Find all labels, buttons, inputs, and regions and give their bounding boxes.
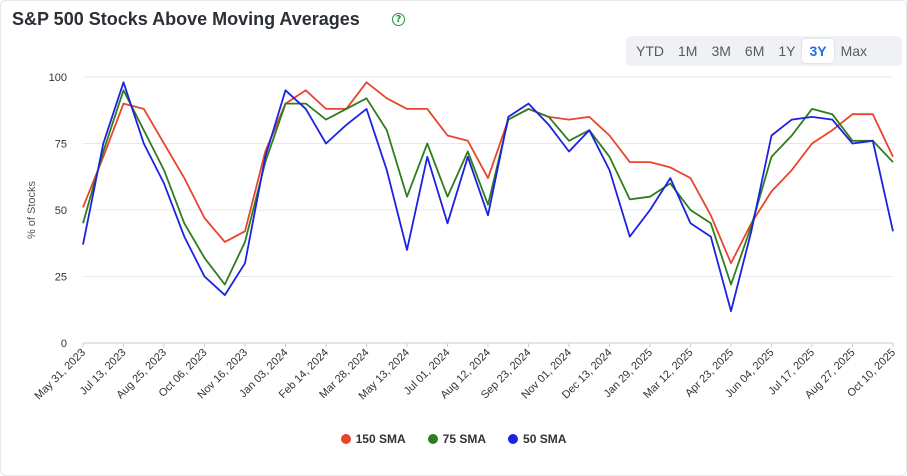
legend-item-50-sma[interactable]: 50 SMA xyxy=(508,432,566,446)
help-icon[interactable]: ? xyxy=(392,13,405,26)
series-150-sma xyxy=(82,81,894,265)
range-button-1m[interactable]: 1M xyxy=(678,43,698,59)
legend-swatch xyxy=(508,434,519,444)
legend-label: 50 SMA xyxy=(523,432,567,446)
legend-swatch xyxy=(427,434,438,444)
legend: 150 SMA 75 SMA 50 SMA xyxy=(0,432,907,446)
legend-label: 150 SMA xyxy=(355,432,406,446)
y-tick-label: 25 xyxy=(55,272,67,284)
series-75-sma xyxy=(82,89,894,286)
range-button-6m[interactable]: 6M xyxy=(744,43,765,59)
y-tick-label: 100 xyxy=(49,72,67,84)
series-50-sma xyxy=(82,81,894,313)
legend-item-75-sma[interactable]: 75 SMA xyxy=(427,432,487,446)
y-tick-label: 0 xyxy=(61,338,67,350)
series-line[interactable] xyxy=(82,81,894,265)
legend-item-150-sma[interactable]: 150 SMA xyxy=(340,432,406,446)
range-button-3m[interactable]: 3M xyxy=(711,43,731,59)
series-line[interactable] xyxy=(82,89,894,286)
chart-title: S&P 500 Stocks Above Moving Averages xyxy=(12,9,360,29)
range-button-ytd[interactable]: YTD xyxy=(636,43,664,59)
legend-label: 75 SMA xyxy=(442,432,487,446)
x-tick-label: May 31, 2023 xyxy=(33,347,89,403)
range-selector: YTD 1M 3M 6M 1Y 3Y Max xyxy=(626,36,902,66)
series-line[interactable] xyxy=(82,81,894,313)
range-button-3y[interactable]: 3Y xyxy=(802,39,834,63)
range-button-1y[interactable]: 1Y xyxy=(778,43,796,59)
legend-swatch xyxy=(340,434,351,444)
range-button-max[interactable]: Max xyxy=(840,43,868,59)
y-tick-label: 75 xyxy=(55,139,67,151)
y-tick-label: 50 xyxy=(55,205,67,217)
y-axis-label: % of Stocks xyxy=(26,180,38,239)
